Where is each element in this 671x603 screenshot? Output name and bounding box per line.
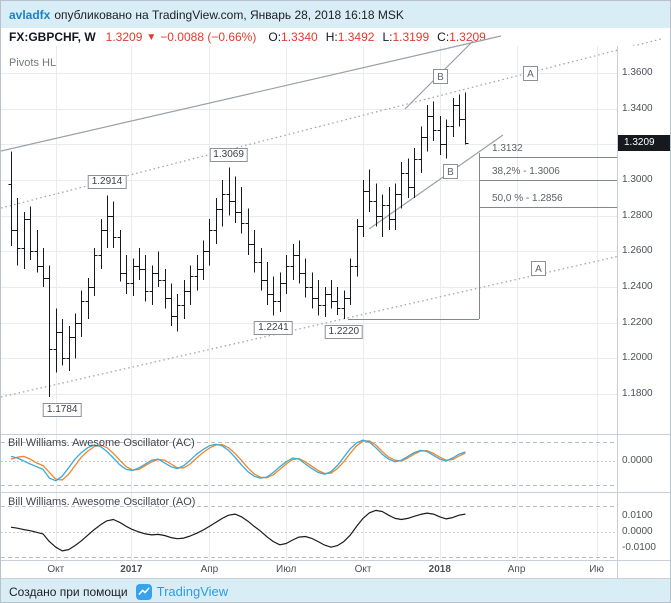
direction-arrow-icon: ▼ (146, 31, 157, 43)
attribution-bar: avladfx опубликовано на TradingView.com,… (1, 1, 670, 28)
published-text: опубликовано на TradingView.com, Январь … (54, 7, 404, 22)
tradingview-brand-text: TradingView (156, 584, 229, 599)
price-change: −0.0088 (−0.66%) (160, 30, 257, 44)
last-price: 1.3209 (105, 30, 143, 44)
ohlc-high: H:1.3492 (326, 30, 375, 44)
ohlc-value: 1.3340 (281, 30, 318, 44)
author-link[interactable]: avladfx (9, 7, 51, 22)
ohlc-value: 1.3492 (337, 30, 375, 44)
pivots-hl-label: Pivots HL (9, 57, 57, 69)
footer-text: Создано при помощи (9, 584, 128, 599)
ohlc-close: C:1.3209 (437, 30, 486, 44)
ohlc-key: O: (268, 30, 282, 44)
ohlc-key: C: (437, 30, 450, 44)
symbol-legend: FX:GBPCHF, W 1.3209 ▼ −0.0088 (−0.66%) O… (1, 28, 670, 46)
ohlc-low: L:1.3199 (382, 30, 429, 44)
last-price-badge: 1.3209 (618, 135, 670, 151)
tradingview-link[interactable]: TradingView (135, 583, 229, 600)
ohlc-key: L: (382, 30, 393, 44)
ohlc-value: 1.3199 (392, 30, 430, 44)
footer-bar: Создано при помощи TradingView (1, 579, 670, 602)
ohlc-key: H: (325, 30, 338, 44)
tradingview-logo-icon (135, 583, 152, 600)
ohlc-open: O:1.3340 (268, 30, 317, 44)
ohlc-value: 1.3209 (449, 30, 486, 44)
indicator-title-ao: Bill Williams. Awesome Oscillator (AO) (8, 496, 196, 508)
symbol-name[interactable]: FX:GBPCHF, W (9, 30, 96, 44)
indicator-title-ac: Bill Williams. Awesome Oscillator (AC) (8, 437, 195, 449)
